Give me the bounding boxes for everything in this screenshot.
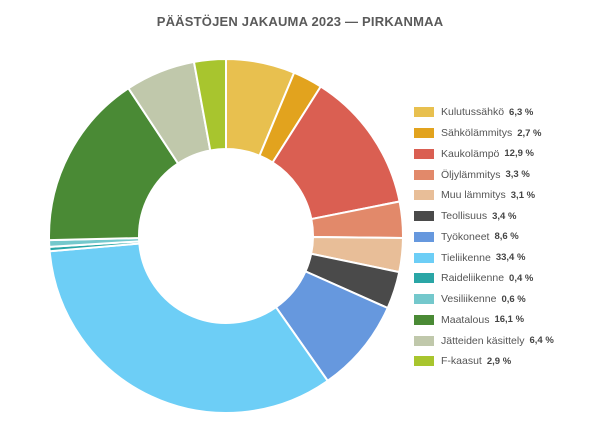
legend-label: F-kaasut	[441, 355, 482, 368]
legend-label: Kaukolämpö	[441, 147, 500, 160]
slice-maatalous[interactable]	[48, 87, 180, 242]
legend-item-raideliikenne[interactable]: Raideliikenne 0,4 %	[414, 268, 594, 289]
legend-swatch	[414, 294, 434, 305]
legend-swatch	[414, 314, 434, 325]
legend-item-kulutussahko[interactable]: Kulutussähkö 6,3 %	[414, 102, 594, 123]
legend-value: 6,4 %	[529, 335, 554, 347]
legend-swatch	[414, 107, 434, 118]
legend-swatch	[414, 148, 434, 159]
slice-f-kaasut[interactable]	[192, 58, 227, 152]
legend-value: 0,6 %	[501, 293, 526, 305]
legend-label: Vesiliikenne	[441, 293, 497, 306]
legend-value: 8,6 %	[494, 231, 519, 243]
legend-label: Muu lämmitys	[441, 189, 506, 202]
legend-item-maatalous[interactable]: Maatalous 16,1 %	[414, 310, 594, 331]
legend-value: 33,4 %	[495, 252, 526, 264]
legend-item-sahkolammitys[interactable]: Sähkölämmitys 2,7 %	[414, 123, 594, 144]
legend-item-tyokoneet[interactable]: Työkoneet 8,6 %	[414, 227, 594, 248]
legend-item-kaukolampo[interactable]: Kaukolämpö 12,9 %	[414, 144, 594, 165]
legend-value: 12,9 %	[504, 148, 534, 160]
legend-label: Maatalous	[441, 313, 490, 326]
legend-value: 2,7 %	[517, 127, 542, 139]
legend-swatch	[414, 231, 434, 242]
legend-value: 3,4 %	[492, 210, 517, 222]
chart-title: PÄÄSTÖJEN JAKAUMA 2023 — PIRKANMAA	[156, 14, 444, 29]
legend-swatch	[414, 169, 434, 180]
legend-swatch	[414, 273, 434, 284]
donut-chart	[48, 58, 404, 414]
legend-value: 2,9 %	[486, 355, 512, 367]
legend-item-vesiliikenne[interactable]: Vesiliikenne 0,6 %	[414, 289, 594, 310]
legend-item-tieliikenne[interactable]: Tieliikenne 33,4 %	[414, 247, 594, 268]
legend-value: 3,1 %	[510, 189, 536, 201]
legend-value: 3,3 %	[505, 169, 530, 181]
legend-value: 16,1 %	[494, 314, 525, 326]
legend-label: Jätteiden käsittely	[441, 334, 525, 347]
legend-swatch	[414, 211, 434, 222]
legend-label: Öljylämmitys	[441, 168, 501, 181]
slice-tieliikenne[interactable]	[48, 242, 329, 414]
legend-value: 0,4 %	[509, 272, 534, 284]
legend-label: Työkoneet	[441, 230, 490, 243]
chart-legend: Kulutussähkö 6,3 % Sähkölämmitys 2,7 % Kauko…	[414, 102, 594, 372]
legend-swatch	[414, 335, 434, 346]
legend-label: Tieliikenne	[441, 251, 491, 264]
legend-value: 6,3 %	[509, 106, 534, 118]
legend-swatch	[414, 356, 434, 367]
legend-label: Sähkölämmitys	[441, 127, 513, 140]
legend-label: Raideliikenne	[441, 272, 505, 285]
legend-item-f-kaasut[interactable]: F-kaasut 2,9 %	[414, 351, 594, 372]
legend-item-muu-lammitys[interactable]: Muu lämmitys 3,1 %	[414, 185, 594, 206]
legend-item-jatteiden-kasittely[interactable]: Jätteiden käsittely 6,4 %	[414, 330, 594, 351]
legend-label: Kulutussähkö	[441, 106, 505, 119]
legend-swatch	[414, 190, 434, 201]
legend-swatch	[414, 252, 434, 263]
donut-slices	[48, 58, 404, 414]
legend-swatch	[414, 128, 434, 139]
legend-item-teollisuus[interactable]: Teollisuus 3,4 %	[414, 206, 594, 227]
legend-item-oljylammitys[interactable]: Öljylämmitys 3,3 %	[414, 164, 594, 185]
legend-label: Teollisuus	[441, 210, 488, 223]
